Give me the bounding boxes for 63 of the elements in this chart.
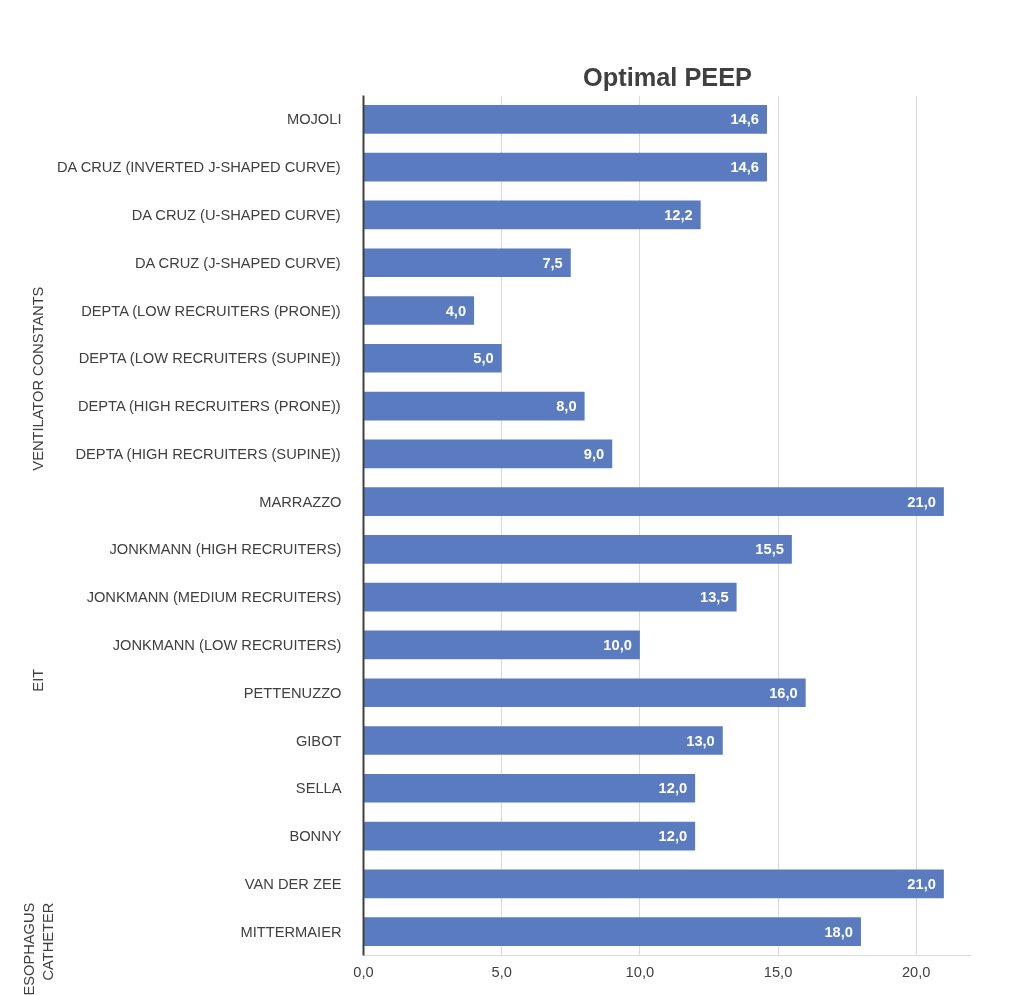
y-tick-label: MITTERMAIER [240,923,342,940]
text: ESOPHAGUS CATHETER [20,902,57,995]
data-label: 16,0 [769,684,798,701]
x-tick-label: 15,0 [763,963,793,980]
x-tick-label: 0,0 [353,963,374,980]
y-tick-label: VAN DER ZEE [244,875,342,892]
y-tick-label: JONKMANN (LOW RECRUITERS) [112,636,342,653]
bar [363,200,701,230]
bar [363,821,696,851]
y-tick-label: MOJOLI [286,111,342,128]
data-label: 4,0 [445,302,467,319]
data-label: 9,0 [583,445,605,462]
data-label: 13,0 [686,732,715,749]
bar [363,248,571,278]
y-tick-label: DEPTA (LOW RECRUITERS (SUPINE)) [78,350,341,367]
data-label: 12,0 [658,780,688,797]
bar [363,152,767,182]
bar [363,678,806,708]
bar [363,296,475,325]
bar [363,343,502,373]
bar [363,487,944,516]
y-tick-label: BONNY [289,828,342,845]
text: VENTILATOR CONSTANTS [30,286,47,471]
y-tick-label: DEPTA (LOW RECRUITERS (PRONE)) [81,302,341,319]
bar [363,535,792,564]
data-label: 12,0 [658,828,688,845]
data-label: 10,0 [603,636,632,653]
bar [363,582,737,612]
y-tick-label: DEPTA (HIGH RECRUITERS (PRONE)) [77,398,341,415]
data-label: 14,6 [730,159,759,176]
x-tick-label: 5,0 [491,963,512,980]
data-label: 21,0 [907,493,936,510]
y-tick-label: MARRAZZO [259,493,342,510]
data-label: 13,5 [700,589,729,606]
bar [363,439,613,469]
data-label: 7,5 [542,254,563,271]
bar [363,105,767,134]
bar [363,726,723,755]
data-label: 21,0 [907,875,936,892]
y-tick-label: JONKMANN (HIGH RECRUITERS) [109,541,342,558]
x-tick-label: 20,0 [901,963,931,980]
y-tick-label: DA CRUZ (J-SHAPED CURVE) [134,254,341,271]
y-tick-label: DA CRUZ (INVERTED J-SHAPED CURVE) [57,159,341,176]
data-label: 12,2 [664,206,693,223]
bar [363,869,944,899]
bar [363,917,861,946]
data-label: 5,0 [473,350,494,367]
bar [363,391,585,421]
bar [363,773,696,803]
y-tick-label: DA CRUZ (U-SHAPED CURVE) [131,206,341,223]
y-tick-label: SELLA [295,780,342,797]
data-label: 8,0 [556,398,577,415]
y-tick-label: PETTENUZZO [243,684,342,701]
data-label: 14,6 [730,111,759,128]
bar [363,630,640,660]
data-label: 15,5 [755,541,784,558]
y-tick-label: GIBOT [295,732,342,749]
chart-title: Optimal PEEP [583,62,753,91]
y-tick-label: DEPTA (HIGH RECRUITERS (SUPINE)) [75,445,341,462]
data-label: 18,0 [824,923,853,940]
text: EIT [30,668,47,692]
y-tick-label: JONKMANN (MEDIUM RECRUITERS) [86,589,342,606]
x-tick-label: 10,0 [625,963,655,980]
